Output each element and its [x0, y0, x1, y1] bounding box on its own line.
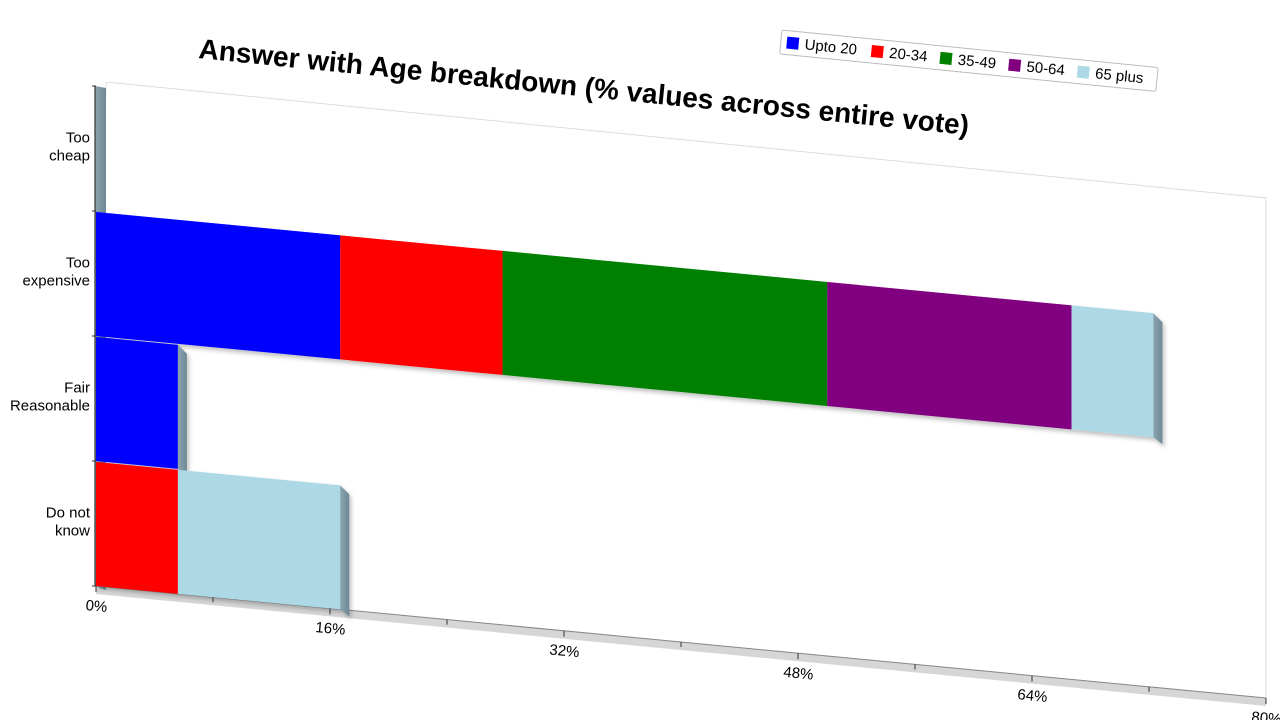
legend-label: 20-34 — [888, 45, 928, 66]
legend-label: 65 plus — [1094, 65, 1144, 87]
legend-item: 50-64 — [1008, 58, 1066, 80]
legend-swatch — [1008, 58, 1022, 72]
category-label-line: Too — [66, 130, 90, 147]
legend-label: 35-49 — [957, 52, 997, 73]
legend-item: 20-34 — [870, 45, 928, 66]
legend-item: 35-49 — [939, 51, 997, 73]
bar-front-face — [502, 250, 828, 406]
bar-front-face — [96, 462, 178, 594]
bar-segment — [96, 337, 187, 469]
bar-end-face — [340, 485, 350, 617]
category-label: Fair Reasonable — [10, 380, 90, 415]
legend-swatch — [870, 45, 884, 59]
bar-segment — [1071, 305, 1163, 438]
category-label-line: expensive — [22, 273, 90, 290]
category-label-line: know — [55, 523, 90, 540]
x-tick-label: 64% — [1017, 686, 1049, 706]
category-label: Too cheap — [49, 130, 90, 165]
bar-segment — [96, 212, 350, 360]
bar-front-face — [340, 235, 503, 375]
category-label-line: Reasonable — [10, 398, 90, 415]
category-label-line: Do not — [46, 505, 91, 522]
chart-legend: Upto 20 20-34 35-49 50-64 65 plus — [779, 29, 1159, 92]
category-label: Do not know — [46, 505, 91, 540]
category-label-line: cheap — [49, 148, 90, 165]
bar-front-face — [96, 212, 341, 360]
legend-label: Upto 20 — [804, 36, 858, 58]
x-tick-label: 0% — [85, 597, 108, 616]
category-label: Too expensive — [22, 255, 90, 290]
bar-end-face — [177, 344, 187, 476]
legend-label: 50-64 — [1026, 59, 1066, 80]
legend-swatch — [1076, 65, 1090, 79]
bar-front-face — [1071, 305, 1154, 438]
bar-end-face — [1153, 313, 1163, 445]
bar-front-face — [96, 337, 178, 469]
bar-front-face — [827, 282, 1072, 430]
legend-item: 65 plus — [1076, 65, 1144, 87]
category-label-line: Too — [66, 255, 90, 272]
legend-swatch — [786, 36, 800, 50]
x-tick-label: 16% — [315, 619, 347, 639]
x-tick-label: 48% — [783, 664, 815, 684]
x-tick-label: 32% — [549, 641, 581, 661]
bar-segment — [340, 235, 512, 375]
bar-front-face — [177, 469, 341, 610]
bar-segment — [96, 462, 187, 594]
legend-swatch — [939, 51, 953, 65]
x-tick-label: 80% — [1251, 709, 1280, 720]
bar-segment — [827, 282, 1081, 430]
bar-segment — [177, 469, 350, 610]
legend-item: Upto 20 — [786, 36, 858, 58]
bar-segment — [502, 250, 837, 406]
category-label-line: Fair — [64, 380, 90, 397]
